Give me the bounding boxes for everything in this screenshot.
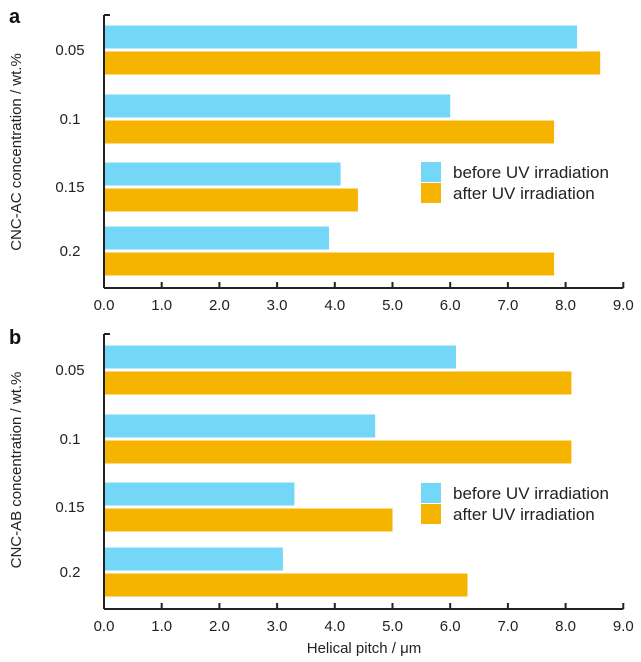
bar-before-0.15 [104,162,341,186]
legend-label: after UV irradiation [453,184,595,203]
bar-after-0.2 [104,252,555,276]
bar-after-0.05 [104,371,572,395]
legend-swatch-after [421,504,441,524]
bar-after-0.2 [104,573,468,597]
y-tick-label: 0.2 [60,243,81,260]
chart-panel-b: 0.05 0.1 0.15 0.2 0.0 1.0 2.0 3.0 4.0 5.0 6.0 7.0 8.… [8,327,634,657]
x-tick-label: 5.0 [382,618,403,635]
x-tick-label: 4.0 [324,618,345,635]
x-tick-label: 4.0 [324,297,345,314]
x-tick-label: 8.0 [555,618,576,635]
panel-label: a [9,6,21,28]
x-tick-label: 3.0 [267,297,288,314]
bar-before-0.05 [104,25,578,49]
y-tick-label: 0.05 [55,42,84,59]
legend-swatch-after [421,183,441,203]
x-tick-label: 8.0 [555,297,576,314]
x-tick-label: 7.0 [497,618,518,635]
x-tick-label: 2.0 [209,297,230,314]
bar-after-0.15 [104,188,358,212]
bar-before-0.15 [104,482,295,506]
x-axis-title: Helical pitch / μm [307,640,422,657]
legend-swatch-before [421,483,441,503]
bar-before-0.1 [104,414,376,438]
x-tick-label: 7.0 [497,297,518,314]
x-tick-label: 3.0 [267,618,288,635]
bar-before-0.1 [104,94,451,118]
x-tick-label: 5.0 [382,297,403,314]
legend-label: before UV irradiation [453,484,609,503]
bar-after-0.1 [104,440,572,464]
legend-label: before UV irradiation [453,163,609,182]
bar-before-0.05 [104,345,456,369]
panel-label: b [9,327,21,349]
y-tick-label: 0.15 [55,179,84,196]
x-tick-label: 1.0 [151,618,172,635]
chart-panel-a: 0.05 0.1 0.15 0.2 0.0 1.0 2.0 3.0 4.0 5.0 6.0 7.0 8.… [8,6,634,314]
bar-before-0.2 [104,547,283,571]
bar-before-0.2 [104,226,329,250]
y-tick-label: 0.1 [60,111,81,128]
x-tick-label: 0.0 [94,297,115,314]
x-tick-label: 9.0 [613,297,634,314]
x-tick-label: 9.0 [613,618,634,635]
y-axis-title: CNC-AC concentration / wt.% [8,53,25,251]
bar-after-0.1 [104,120,555,144]
bar-after-0.05 [104,51,601,75]
y-tick-label: 0.15 [55,499,84,516]
x-tick-label: 0.0 [94,618,115,635]
legend-swatch-before [421,162,441,182]
y-tick-label: 0.2 [60,564,81,581]
bar-after-0.15 [104,508,393,532]
x-tick-label: 1.0 [151,297,172,314]
y-tick-label: 0.1 [60,431,81,448]
y-tick-label: 0.05 [55,362,84,379]
x-tick-label: 2.0 [209,618,230,635]
x-tick-label: 6.0 [440,618,461,635]
y-axis-title: CNC-AB concentration / wt.% [8,372,25,569]
x-tick-label: 6.0 [440,297,461,314]
legend-label: after UV irradiation [453,505,595,524]
